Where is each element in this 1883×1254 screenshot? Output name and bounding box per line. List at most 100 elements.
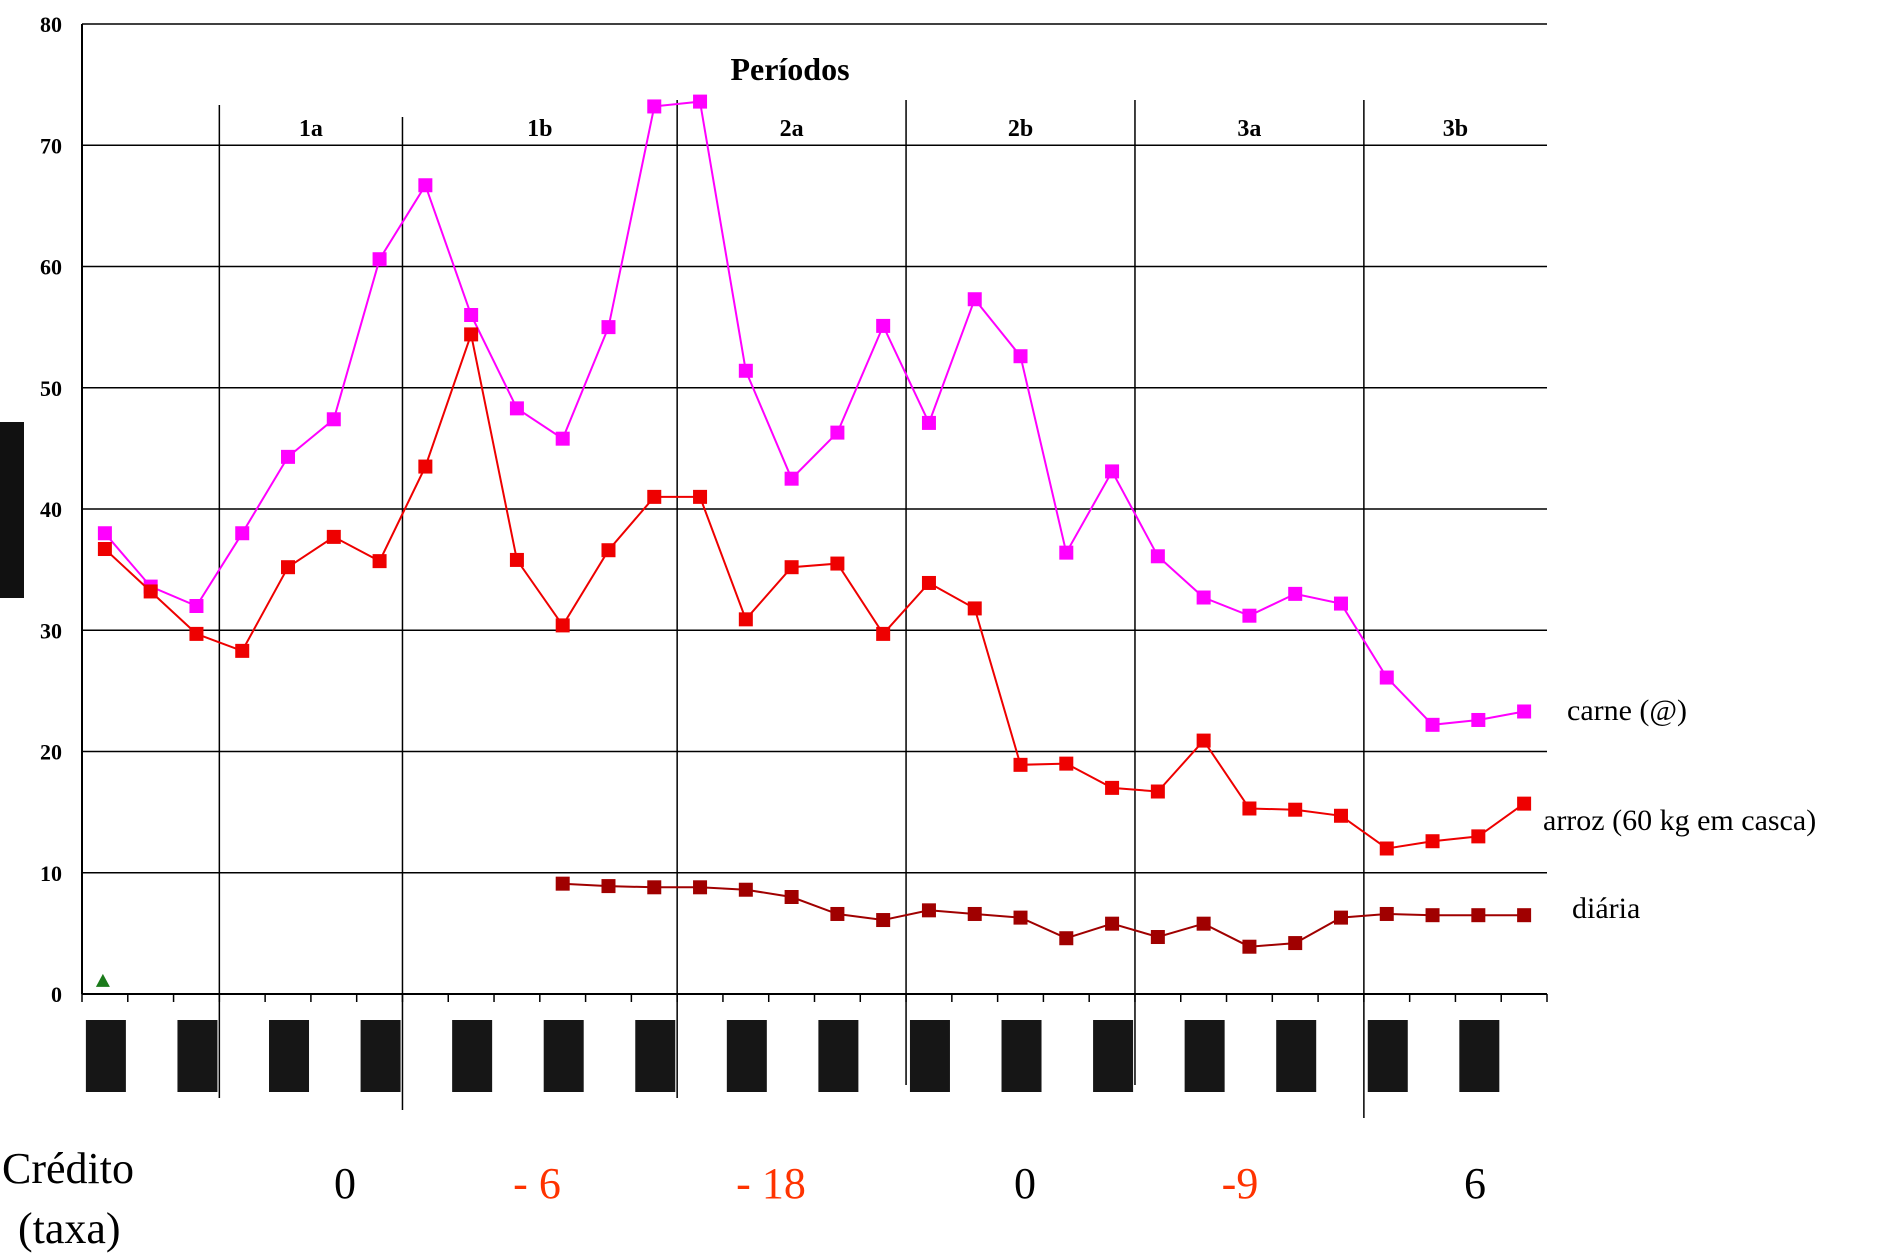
data-point xyxy=(235,643,250,658)
y-tick-label: 40 xyxy=(40,497,62,522)
data-point xyxy=(1013,910,1028,925)
data-point xyxy=(1059,756,1074,771)
data-point xyxy=(921,415,936,430)
data-point xyxy=(830,425,845,440)
data-point xyxy=(464,327,479,342)
data-point xyxy=(1150,784,1165,799)
data-point xyxy=(464,308,479,322)
x-axis-image-marker xyxy=(726,1020,767,1092)
data-point xyxy=(1517,908,1532,923)
period-label: 2a xyxy=(780,116,804,142)
x-axis-image-marker xyxy=(543,1020,584,1092)
data-point xyxy=(1288,586,1303,601)
data-point xyxy=(1105,916,1120,931)
period-label: 1a xyxy=(299,116,323,142)
x-axis-image-marker xyxy=(1184,1020,1225,1092)
data-point xyxy=(418,178,433,193)
data-point xyxy=(784,560,799,575)
x-axis-image-marker xyxy=(1001,1020,1042,1092)
y-tick-labels: 0 10 20 30 40 50 60 70 80 xyxy=(40,12,62,1007)
y-tick-label: 0 xyxy=(51,982,62,1007)
data-point xyxy=(738,612,753,627)
period-label: 1b xyxy=(527,116,552,142)
y-tick-label: 60 xyxy=(40,255,62,280)
data-point xyxy=(555,431,570,446)
data-point xyxy=(693,880,708,895)
data-point xyxy=(1105,464,1120,479)
data-point xyxy=(372,252,387,267)
credit-row: Crédito (taxa) 0 - 6 - 18 0 -9 6 xyxy=(2,1144,1486,1253)
x-axis-image-marker xyxy=(909,1020,950,1092)
data-point xyxy=(1150,549,1165,564)
data-point xyxy=(1013,349,1028,364)
series-line xyxy=(104,330,1525,850)
data-point xyxy=(1242,939,1257,954)
credit-value: 0 xyxy=(1014,1159,1036,1208)
data-point xyxy=(1379,841,1394,856)
y-tick-label: 20 xyxy=(40,740,62,765)
data-point xyxy=(601,320,616,335)
data-point xyxy=(555,876,570,891)
period-label: 3b xyxy=(1443,116,1468,142)
data-point xyxy=(1196,733,1211,748)
period-label: 2b xyxy=(1008,116,1033,142)
data-point xyxy=(1150,930,1165,945)
y-tick-label: 70 xyxy=(40,133,62,158)
data-point xyxy=(1425,908,1440,923)
series-group xyxy=(95,94,1532,987)
x-axis-image-marker xyxy=(818,1020,859,1092)
y-tick-label: 50 xyxy=(40,376,62,401)
x-axis-image-marker xyxy=(360,1020,401,1092)
series-0 xyxy=(97,94,1532,732)
x-axis-image-marker xyxy=(269,1020,310,1092)
x-axis-image-markers xyxy=(85,1020,1500,1092)
series-2 xyxy=(555,876,1532,954)
data-point xyxy=(738,882,753,897)
data-point xyxy=(1059,931,1074,946)
data-point xyxy=(1425,834,1440,849)
data-point xyxy=(97,542,112,557)
x-axis-image-marker xyxy=(452,1020,493,1092)
data-point xyxy=(647,880,662,895)
data-point xyxy=(326,529,341,544)
series-line xyxy=(562,882,1525,948)
data-point xyxy=(281,449,296,464)
data-point xyxy=(1333,910,1348,925)
data-point xyxy=(1425,717,1440,732)
credit-title-line1: Crédito xyxy=(2,1144,134,1193)
data-point xyxy=(967,906,982,921)
x-axis-image-marker xyxy=(1367,1020,1408,1092)
data-point xyxy=(1517,704,1532,719)
data-point xyxy=(326,412,341,427)
credit-value: - 18 xyxy=(736,1159,806,1208)
y-tick-label: 80 xyxy=(40,12,62,37)
credit-value: 6 xyxy=(1464,1159,1486,1208)
credit-value: -9 xyxy=(1222,1159,1259,1208)
data-point xyxy=(1333,596,1348,611)
data-point xyxy=(921,903,936,918)
data-point xyxy=(1242,801,1257,816)
data-point xyxy=(189,626,204,641)
data-point xyxy=(693,94,708,109)
data-point xyxy=(418,459,433,474)
data-point xyxy=(647,489,662,504)
y-tick-label: 30 xyxy=(40,618,62,643)
x-axis-image-marker xyxy=(85,1020,126,1092)
chart-title: Períodos xyxy=(730,51,849,87)
period-labels: 1a 1b 2a 2b 3a 3b xyxy=(299,116,1468,142)
data-point xyxy=(601,879,616,894)
data-point xyxy=(555,618,570,633)
data-point xyxy=(1196,916,1211,931)
period-dividers xyxy=(218,100,1365,1118)
data-point xyxy=(1517,796,1532,811)
data-point xyxy=(189,599,204,613)
data-point xyxy=(1471,829,1486,844)
data-point xyxy=(1013,757,1028,772)
data-point xyxy=(1059,545,1074,560)
data-point xyxy=(143,584,158,599)
data-point xyxy=(1196,590,1211,605)
data-point xyxy=(372,554,387,569)
y-tick-label: 10 xyxy=(40,861,62,886)
data-point xyxy=(509,401,524,416)
data-point xyxy=(1288,802,1303,817)
